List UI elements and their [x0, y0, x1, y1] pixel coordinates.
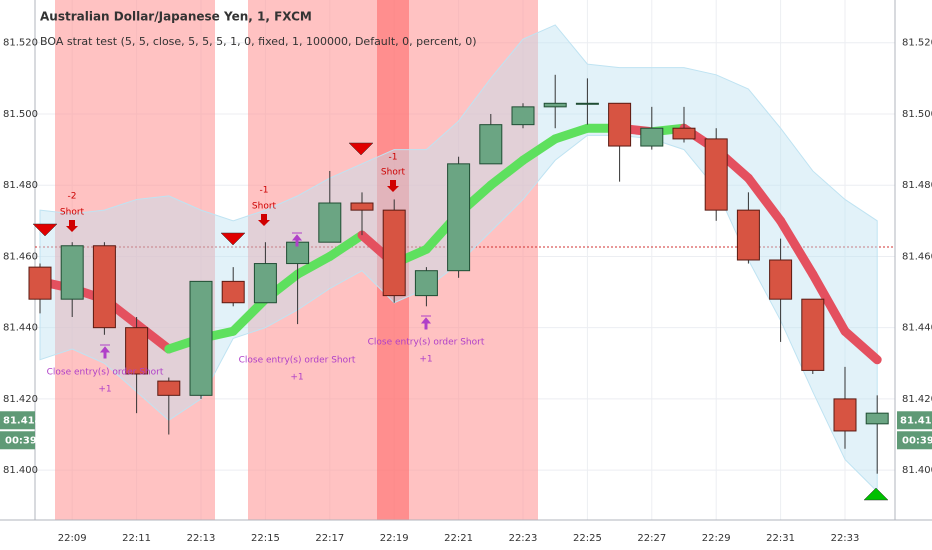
- signal-triangle: [863, 487, 889, 501]
- candle-body: [189, 280, 213, 396]
- ma-segment: [776, 216, 818, 279]
- x-tick-label: 22:33: [831, 533, 860, 544]
- x-tick-label: 22:29: [702, 533, 731, 544]
- y-tick-label: 81.480: [902, 180, 932, 191]
- candle-body: [350, 202, 374, 211]
- price-label: 81.414: [900, 415, 932, 426]
- x-tick-label: 22:09: [58, 533, 87, 544]
- candle-body: [92, 245, 116, 329]
- candle-body: [382, 209, 406, 297]
- ma-segment: [228, 294, 270, 336]
- ma-segment: [743, 173, 786, 226]
- candle-body: [608, 102, 632, 147]
- countdown-label: 00:39: [902, 435, 932, 446]
- candle-body: [575, 102, 599, 105]
- y-tick-label: 81.520: [3, 38, 38, 49]
- candle-body: [704, 138, 728, 211]
- candle-body: [801, 298, 825, 371]
- x-tick-label: 22:23: [509, 533, 538, 544]
- annotation: +1: [290, 373, 303, 383]
- y-tick-label: 81.400: [902, 465, 932, 476]
- candle-body: [318, 202, 342, 243]
- ma-segment: [550, 123, 592, 144]
- price-label: 81.414: [3, 415, 42, 426]
- y-tick-label: 81.480: [3, 180, 38, 191]
- x-tick-label: 22:11: [122, 533, 151, 544]
- candle-body: [414, 270, 438, 297]
- x-tick-label: 22:31: [766, 533, 795, 544]
- x-tick-label: 22:21: [444, 533, 473, 544]
- x-tick-label: 22:27: [637, 533, 666, 544]
- countdown-label: 00:39: [5, 435, 37, 446]
- annotation: Short: [252, 202, 277, 212]
- short-arrow: [66, 220, 78, 232]
- y-tick-label: 81.500: [902, 109, 932, 120]
- signal-triangle: [348, 142, 374, 156]
- y-tick-label: 81.440: [902, 323, 932, 334]
- candle-body: [253, 263, 277, 304]
- chart-subtitle: BOA strat test (5, 5, close, 5, 5, 5, 1,…: [40, 35, 477, 48]
- candle-body: [157, 380, 181, 396]
- signal-triangle: [32, 223, 58, 237]
- close-arrow: [291, 232, 303, 247]
- ma-segment: [325, 230, 367, 261]
- annotation: Close entry(s) order Short: [368, 338, 485, 348]
- countdown-tag: [0, 431, 35, 450]
- annotation: Close entry(s) order Short: [239, 356, 356, 366]
- x-tick-label: 22:19: [380, 533, 409, 544]
- y-tick-label: 81.500: [3, 109, 38, 120]
- signal-triangle: [220, 232, 246, 246]
- x-tick-label: 22:17: [315, 533, 344, 544]
- candle-body: [640, 127, 664, 147]
- ma-segment: [293, 251, 335, 279]
- annotation: -2: [68, 192, 77, 202]
- y-tick-label: 81.460: [902, 251, 932, 262]
- ma-segment: [486, 155, 528, 190]
- x-tick-label: 22:15: [251, 533, 280, 544]
- y-tick-label: 81.420: [902, 394, 932, 405]
- close-arrow: [99, 344, 111, 359]
- countdown-tag: [897, 431, 932, 450]
- candle-body: [769, 259, 793, 300]
- ma-segment: [518, 134, 560, 165]
- y-tick-label: 81.460: [3, 251, 38, 262]
- annotation: Short: [60, 208, 85, 218]
- annotation: +1: [419, 355, 432, 365]
- short-arrow: [258, 214, 270, 226]
- candle-body: [60, 245, 84, 300]
- y-tick-label: 81.520: [902, 38, 932, 49]
- price-tag: [897, 411, 932, 430]
- candle-body: [736, 209, 760, 261]
- candle-body: [28, 266, 52, 300]
- ma-segment: [808, 269, 850, 336]
- y-tick-label: 81.420: [3, 394, 38, 405]
- annotation: -1: [389, 153, 398, 163]
- close-arrow: [420, 315, 432, 330]
- candle-body: [865, 412, 889, 425]
- price-tag: [0, 411, 35, 430]
- chart-title: Australian Dollar/Japanese Yen, 1, FXCM: [40, 10, 312, 24]
- candle-body: [125, 327, 149, 375]
- candle-body: [479, 124, 503, 165]
- candle-body: [221, 280, 245, 304]
- candle-body: [543, 102, 567, 108]
- candle-body: [447, 163, 471, 272]
- y-tick-label: 81.400: [3, 465, 38, 476]
- x-tick-label: 22:25: [573, 533, 602, 544]
- ma-segment: [840, 326, 882, 365]
- candle-body: [672, 127, 696, 140]
- annotation: +1: [98, 385, 111, 395]
- annotation: -1: [260, 186, 269, 196]
- annotation: Close entry(s) order Short: [47, 368, 164, 378]
- y-tick-label: 81.440: [3, 323, 38, 334]
- x-tick-label: 22:13: [187, 533, 216, 544]
- short-arrow: [387, 180, 399, 192]
- annotation: Short: [381, 168, 406, 178]
- candle-body: [833, 398, 857, 432]
- candle-body: [511, 106, 535, 126]
